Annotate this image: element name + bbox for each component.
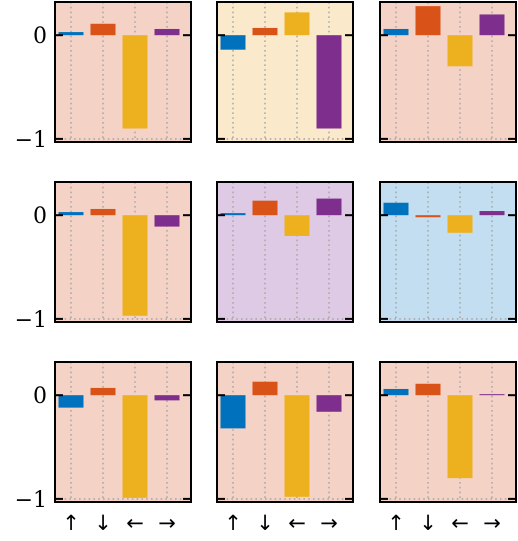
bar (90, 208, 116, 216)
bar (479, 14, 505, 36)
x-tick-label: ↑ (62, 511, 80, 535)
y-tick-label: −1 (15, 488, 47, 513)
y-tick-label: 0 (33, 384, 47, 409)
x-tick-label: → (158, 511, 176, 535)
bar (284, 395, 310, 497)
bar (252, 381, 278, 396)
chart-panel (379, 1, 517, 143)
bar (154, 28, 180, 36)
panel-frame (54, 1, 192, 143)
chart-panel: 0 −1 (15, 181, 192, 333)
bar (447, 35, 473, 67)
x-tick-label: ↓ (419, 511, 437, 535)
bar (316, 395, 342, 412)
panel-frame (54, 181, 192, 323)
bar (220, 395, 246, 429)
x-tick-label: ↑ (224, 511, 242, 535)
bar (90, 387, 116, 396)
bar (220, 35, 246, 50)
x-tick-label: ↓ (256, 511, 274, 535)
bar (415, 383, 441, 396)
x-tick-label: ← (451, 511, 469, 535)
chart-panel: ↑ ↓ ← → (379, 361, 517, 535)
chart-panel: 0 −1 ↑ ↓ ← → (15, 361, 192, 535)
bar (154, 395, 180, 401)
chart-panel (379, 181, 517, 323)
bar (58, 212, 84, 216)
bar (447, 215, 473, 233)
bar (447, 395, 473, 479)
bar (58, 395, 84, 408)
y-tick-label: 0 (33, 204, 47, 229)
bar (252, 200, 278, 216)
panel-frame (216, 181, 354, 323)
bar (122, 395, 148, 498)
panel-frame (216, 361, 354, 503)
panel-frame (379, 1, 517, 143)
y-tick-label: −1 (15, 308, 47, 333)
y-tick-label: 0 (33, 24, 47, 49)
panel-frame (379, 361, 517, 503)
bar (383, 202, 409, 216)
chart-panel: ↑ ↓ ← → (216, 361, 354, 535)
chart-panel: 0 −1 (15, 1, 192, 153)
bar (415, 215, 441, 218)
bar (316, 35, 342, 129)
x-tick-label: → (320, 511, 338, 535)
chart-panel (216, 1, 354, 143)
bar (415, 6, 441, 36)
bar (284, 12, 310, 36)
bar (122, 35, 148, 129)
bar (284, 215, 310, 236)
bar (479, 211, 505, 216)
y-tick-label: −1 (15, 128, 47, 153)
x-tick-label: ← (288, 511, 306, 535)
bar (383, 388, 409, 396)
x-tick-label: → (483, 511, 501, 535)
x-tick-label: ↓ (94, 511, 112, 535)
panel-frame (216, 1, 354, 143)
bar (122, 215, 148, 316)
x-tick-label: ← (126, 511, 144, 535)
panel-frame (379, 181, 517, 323)
bar (154, 215, 180, 227)
bar (479, 394, 505, 396)
bar (252, 27, 278, 36)
panel-frame (54, 361, 192, 503)
chart-panel (216, 181, 354, 323)
bar (90, 23, 116, 36)
bar (58, 32, 84, 36)
bar (383, 28, 409, 36)
bar (316, 198, 342, 216)
x-tick-label: ↑ (387, 511, 405, 535)
bar (220, 213, 246, 216)
